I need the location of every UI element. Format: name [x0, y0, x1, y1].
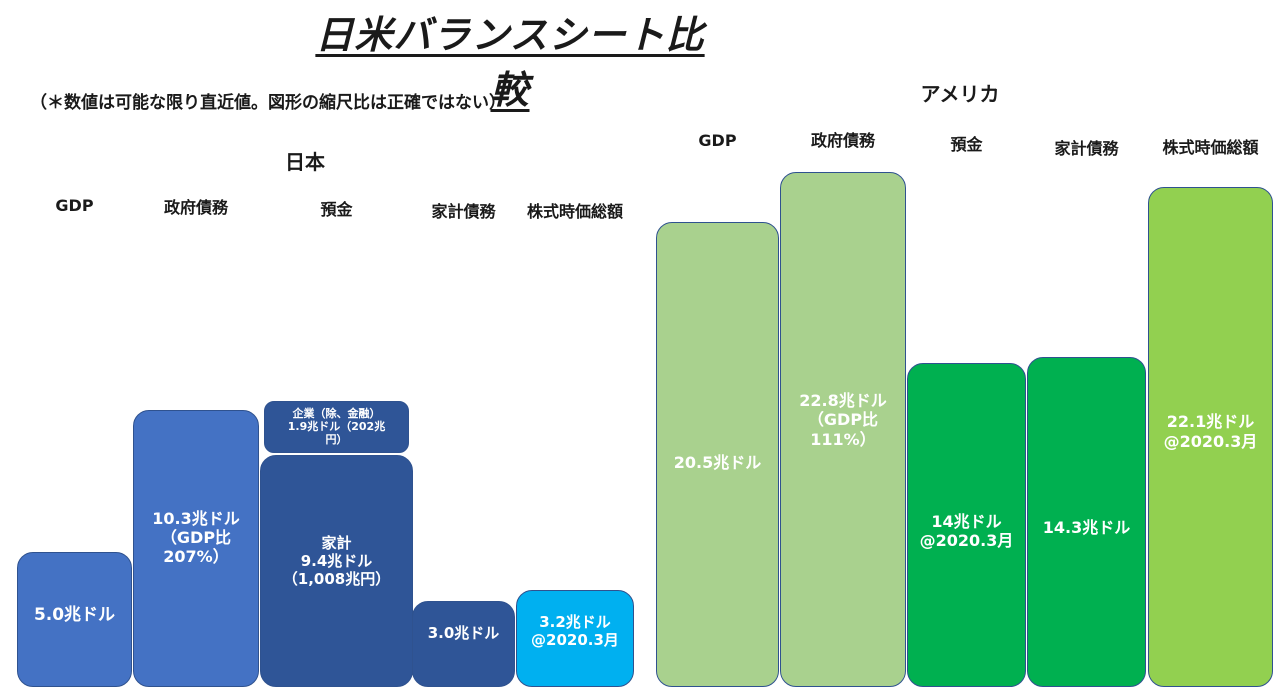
bar-value-label: 20.5兆ドル	[674, 453, 761, 472]
bar-value-label: 22.1兆ドル @2020.3月	[1164, 412, 1258, 450]
category-label-us-deposits: 預金	[897, 131, 1036, 155]
bar-us-government-debt: 22.8兆ドル （GDP比 111%）	[780, 172, 906, 687]
category-label-us-market-cap: 株式時価総額	[1138, 134, 1280, 158]
category-label-us-household-debt: 家計債務	[1017, 135, 1156, 159]
bar-us-gdp: 20.5兆ドル	[656, 222, 779, 687]
category-label-us-government-debt: 政府債務	[770, 127, 916, 151]
bar-value-label: 14.3兆ドル	[1043, 518, 1130, 537]
bar-value-label: 22.8兆ドル （GDP比 111%）	[799, 391, 886, 449]
bar-value-label: 14兆ドル @2020.3月	[920, 512, 1014, 550]
bar-us-market-cap: 22.1兆ドル @2020.3月	[1148, 187, 1273, 687]
bar-us-deposits: 14兆ドル @2020.3月	[907, 363, 1026, 687]
bar-us-household-debt: 14.3兆ドル	[1027, 357, 1146, 687]
category-label-us-gdp: GDP	[646, 131, 789, 150]
